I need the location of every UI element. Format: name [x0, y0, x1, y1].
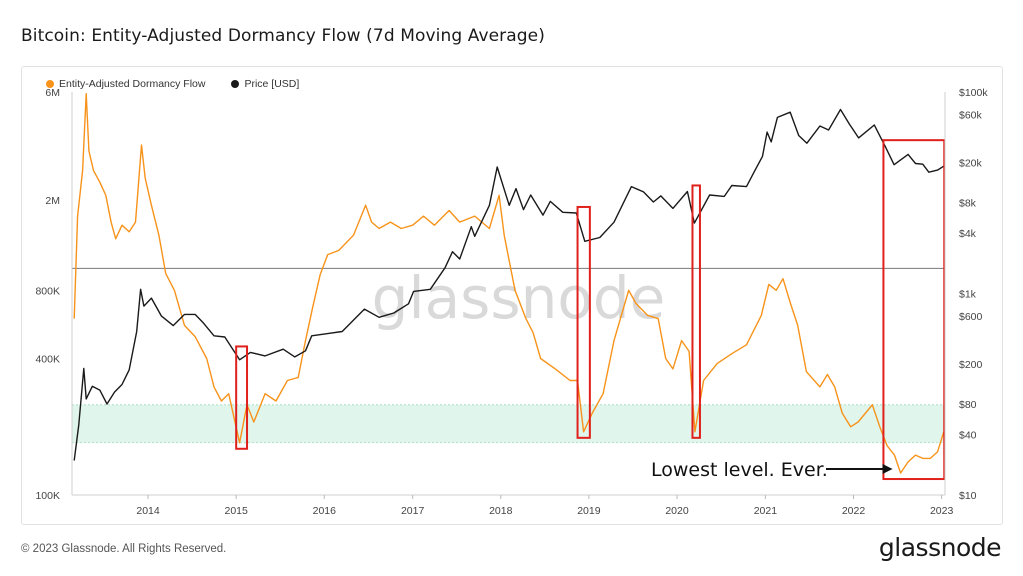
legend-dot-price — [231, 80, 240, 88]
y-right-tick-label: $20k — [959, 157, 983, 169]
x-tick-label: 2016 — [313, 505, 337, 517]
x-tick-label: 2019 — [577, 505, 601, 517]
y-right-tick-label: $80 — [959, 399, 977, 411]
y-right-tick-label: $40 — [959, 429, 977, 441]
highlight-box — [235, 345, 249, 450]
x-tick-label: 2018 — [489, 505, 513, 517]
legend-item-price[interactable]: Price [USD] — [231, 78, 299, 90]
series-line-dormancy-flow — [73, 93, 945, 474]
y-right-tick-label: $60k — [959, 109, 983, 121]
x-tick-label: 2020 — [665, 505, 689, 517]
y-left-tick-label: 800K — [35, 285, 60, 297]
x-tick-label: 2023 — [930, 505, 954, 517]
y-left-tick-label: 100K — [35, 490, 60, 502]
legend-item-dormancy[interactable]: Entity-Adjusted Dormancy Flow — [46, 78, 205, 90]
footer-brand-logo: glassnode — [878, 533, 1002, 562]
y-right-tick-label: $10 — [959, 490, 977, 502]
x-tick-label: 2022 — [842, 505, 866, 517]
x-tick-label: 2015 — [224, 505, 248, 517]
highlight-box — [882, 139, 946, 481]
legend-label-dormancy: Entity-Adjusted Dormancy Flow — [59, 78, 206, 90]
y-right-tick-label: $200 — [959, 359, 983, 371]
x-tick-label: 2017 — [401, 505, 425, 517]
series-line-price — [73, 108, 945, 461]
highlight-box — [576, 205, 591, 439]
x-tick-label: 2014 — [136, 505, 160, 517]
y-left-tick-label: 2M — [45, 195, 60, 207]
y-right-tick-label: $1k — [959, 289, 977, 301]
page-title: Bitcoin: Entity-Adjusted Dormancy Flow (… — [21, 26, 545, 46]
footer-copyright: © 2023 Glassnode. All Rights Reserved. — [21, 543, 227, 555]
y-right-tick-label: $8k — [959, 198, 977, 210]
y-right-tick-label: $4k — [959, 228, 977, 240]
legend-dot-dormancy — [46, 80, 54, 88]
chart-panel — [21, 66, 1003, 525]
annotation-arrow-head — [882, 464, 893, 474]
chart-legend: Entity-Adjusted Dormancy Flow Price [USD… — [46, 78, 299, 90]
y-right-tick-label: $100k — [959, 87, 988, 99]
shaded-band — [72, 404, 945, 443]
x-tick-label: 2021 — [754, 505, 778, 517]
y-left-tick-label: 6M — [45, 87, 60, 99]
y-right-tick-label: $600 — [959, 311, 983, 323]
highlight-box — [691, 184, 701, 439]
y-left-tick-label: 400K — [35, 354, 60, 366]
annotation-text: Lowest level. Ever. — [651, 459, 828, 481]
legend-label-price: Price [USD] — [244, 78, 300, 90]
